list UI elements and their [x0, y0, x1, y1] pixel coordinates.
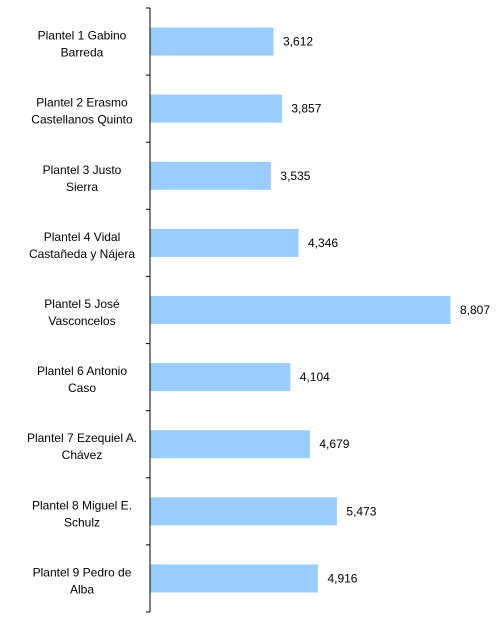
category-label-line: Plantel 4 Vidal: [44, 230, 121, 244]
category-label-line: Plantel 8 Miguel E.: [32, 498, 132, 512]
bar-value-label: 8,807: [460, 303, 490, 317]
bar-value-label: 4,104: [300, 370, 330, 384]
category-label-line: Barreda: [61, 46, 104, 60]
category-label: Plantel 8 Miguel E. Schulz: [32, 498, 132, 529]
category-label: Plantel 6 Antonio Caso: [37, 364, 127, 395]
bar-value-label: 3,535: [280, 169, 310, 183]
bar: [150, 296, 451, 324]
category-label: Plantel 5 José Vasconcelos: [44, 297, 120, 328]
category-label: Plantel 4 Vidal Castañeda y Nájera: [29, 230, 135, 261]
category-label-line: Vasconcelos: [48, 314, 115, 328]
bar: [150, 161, 271, 190]
bar: [150, 228, 299, 257]
category-label-line: Castañeda y Nájera: [29, 247, 135, 261]
category-label-line: Caso: [68, 381, 96, 395]
category-label-line: Castellanos Quinto: [31, 113, 133, 127]
bar: [150, 564, 318, 593]
category-label-line: Schulz: [64, 515, 100, 529]
bar-value-label: 4,679: [319, 437, 349, 451]
bar-value-label: 3,612: [283, 35, 313, 49]
category-label-line: Plantel 1 Gabino: [38, 29, 127, 43]
category-label-line: Plantel 2 Erasmo: [36, 96, 128, 110]
category-label-line: Alba: [70, 582, 94, 596]
category-label-line: Plantel 9 Pedro de: [33, 565, 132, 579]
category-label-line: Plantel 7 Ezequiel A.: [27, 431, 137, 445]
category-label-line: Plantel 5 José: [44, 297, 120, 311]
category-label: Plantel 7 Ezequiel A. Chávez: [27, 431, 137, 462]
category-label: Plantel 2 Erasmo Castellanos Quinto: [31, 96, 133, 127]
category-label: Plantel 1 Gabino Barreda: [38, 29, 127, 60]
bar: [150, 94, 282, 123]
category-label-line: Plantel 6 Antonio: [37, 364, 127, 378]
category-label: Plantel 3 Justo Sierra: [43, 163, 122, 194]
bar-value-label: 5,473: [346, 504, 376, 518]
bar: [150, 27, 274, 56]
category-label: Plantel 9 Pedro de Alba: [33, 565, 132, 596]
bar-value-label: 3,857: [291, 102, 321, 116]
category-label-line: Sierra: [66, 180, 98, 194]
bar: [150, 430, 310, 459]
bar: [150, 497, 337, 526]
bar: [150, 363, 291, 392]
bar-value-label: 4,916: [327, 571, 357, 585]
category-label-line: Chávez: [62, 448, 103, 462]
category-label-line: Plantel 3 Justo: [43, 163, 122, 177]
bar-value-label: 4,346: [308, 236, 338, 250]
